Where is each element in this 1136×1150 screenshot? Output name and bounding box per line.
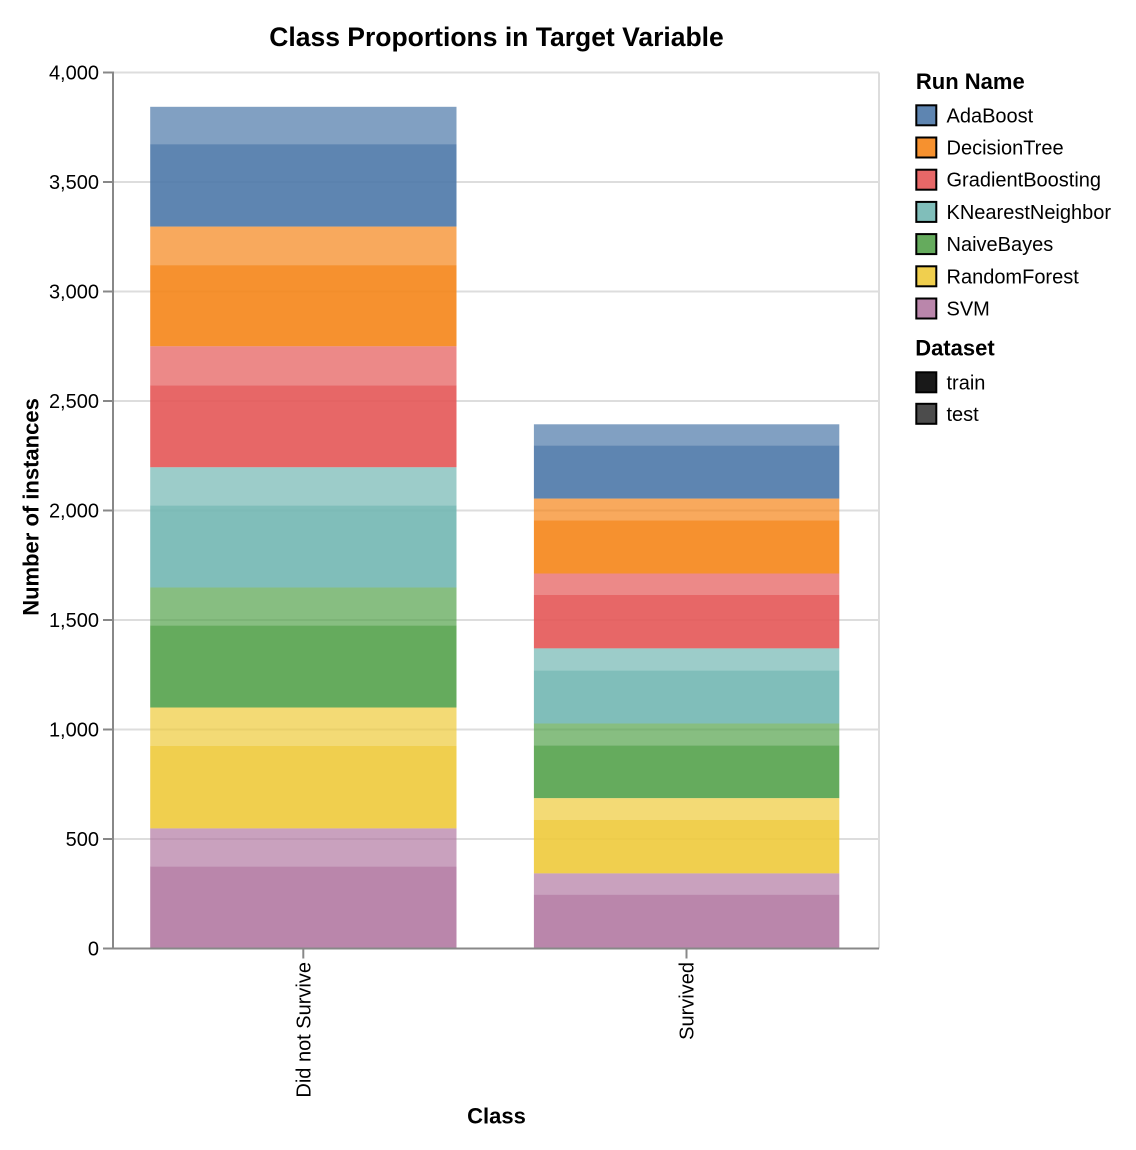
svg-text:0: 0 xyxy=(88,939,99,961)
svg-text:1,500: 1,500 xyxy=(49,610,99,632)
svg-text:SVM: SVM xyxy=(947,299,990,321)
svg-text:500: 500 xyxy=(66,829,99,851)
svg-text:Did not Survive: Did not Survive xyxy=(293,962,315,1098)
svg-text:3,000: 3,000 xyxy=(49,282,99,304)
svg-text:2,500: 2,500 xyxy=(49,391,99,413)
svg-text:4,000: 4,000 xyxy=(49,63,99,85)
svg-text:Dataset: Dataset xyxy=(915,336,995,361)
svg-text:Class: Class xyxy=(467,1104,526,1129)
svg-text:GradientBoosting: GradientBoosting xyxy=(947,170,1102,192)
svg-text:AdaBoost: AdaBoost xyxy=(947,105,1034,127)
svg-text:KNearestNeighbor: KNearestNeighbor xyxy=(947,202,1112,224)
svg-text:Number of instances: Number of instances xyxy=(19,398,44,616)
svg-text:Class Proportions in Target Va: Class Proportions in Target Variable xyxy=(269,22,724,52)
svg-text:NaiveBayes: NaiveBayes xyxy=(947,234,1054,256)
svg-text:Run Name: Run Name xyxy=(916,69,1025,94)
svg-text:2,000: 2,000 xyxy=(49,501,99,523)
svg-text:test: test xyxy=(947,404,980,426)
svg-text:DecisionTree: DecisionTree xyxy=(947,138,1064,160)
svg-text:1,000: 1,000 xyxy=(49,720,99,742)
svg-text:Survived: Survived xyxy=(677,962,699,1040)
svg-text:3,500: 3,500 xyxy=(49,172,99,194)
svg-text:RandomForest: RandomForest xyxy=(947,266,1080,288)
svg-text:train: train xyxy=(947,372,986,394)
